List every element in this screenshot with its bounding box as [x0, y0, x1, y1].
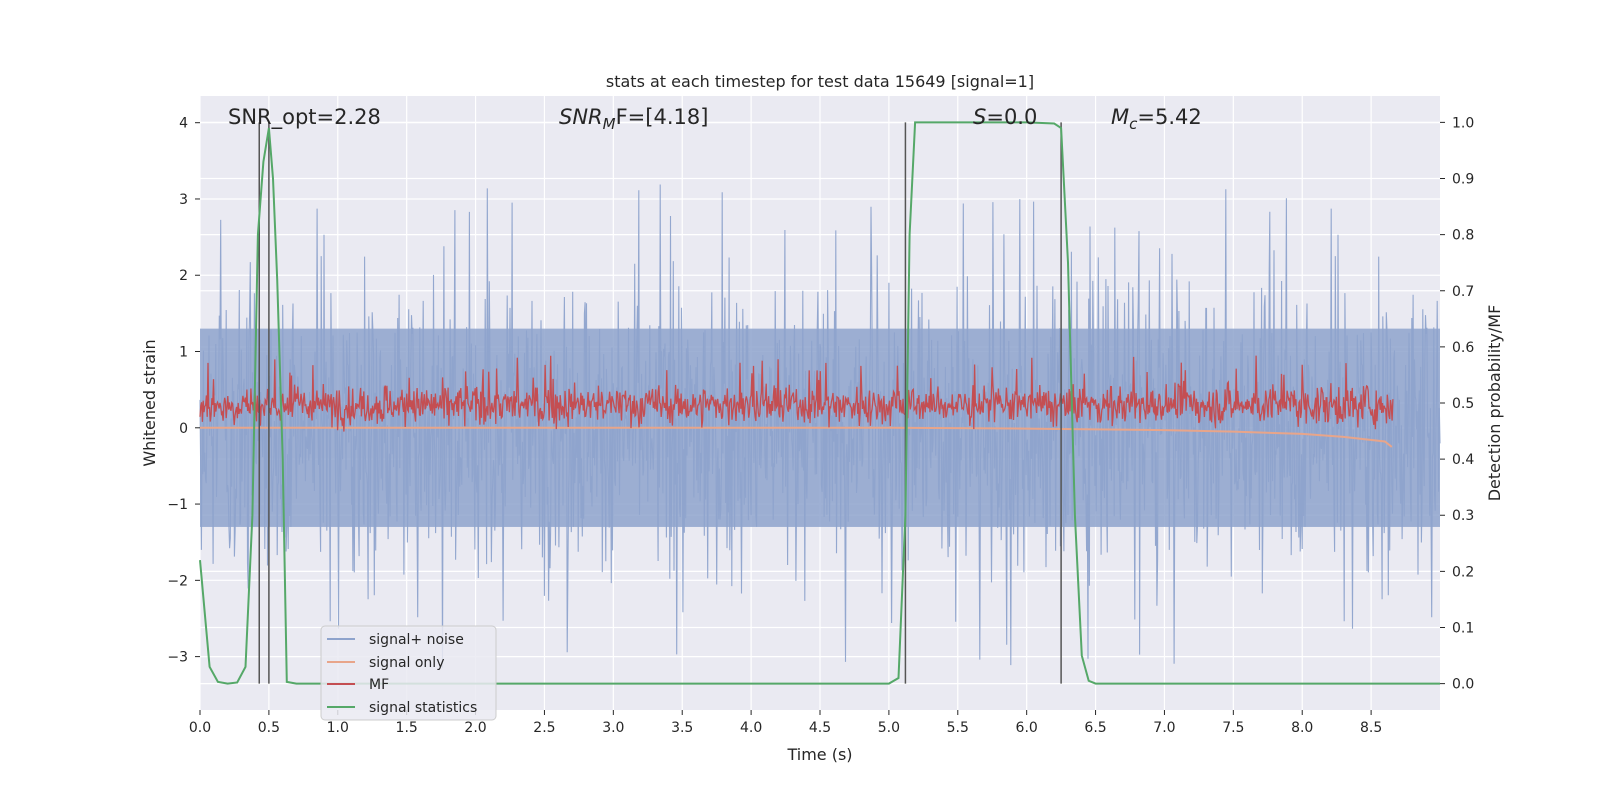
y-right-tick-label: 0.2 — [1452, 564, 1474, 580]
y-right-tick-label: 1.0 — [1452, 115, 1474, 131]
annotation-snr-opt: SNR_opt=2.28 — [228, 105, 381, 130]
x-tick-label: 8.0 — [1291, 720, 1313, 736]
x-tick-label: 1.5 — [396, 720, 418, 736]
y-left-tick-label: 2 — [179, 268, 188, 284]
legend-box — [320, 625, 497, 721]
y-left-tick-label: 4 — [179, 116, 188, 132]
x-tick-label: 7.5 — [1222, 720, 1244, 736]
mf-line — [199, 355, 1394, 432]
y-left-tick-label: −3 — [167, 650, 188, 666]
y-right-tick-label: 0.5 — [1452, 396, 1474, 412]
x-tick-label: 6.0 — [1016, 720, 1038, 736]
y-axis-right-ticks: 1.0 0.9 0.8 0.7 0.6 0.5 0.4 0.3 0.2 0.1 0.0 — [1440, 115, 1474, 693]
x-tick-label: 0.0 — [189, 720, 211, 736]
y-right-tick-label: 0.4 — [1452, 452, 1474, 468]
y-axis-left-ticks: 4 3 2 1 0 −1 −2 −3 — [167, 116, 200, 666]
legend-label-signal-statistics: signal statistics — [369, 700, 477, 716]
annotation-s: S=0.0 — [973, 105, 1037, 129]
y-right-tick-label: 0.8 — [1452, 228, 1474, 244]
y-left-tick-label: 3 — [179, 192, 188, 208]
legend-label-mf: MF — [369, 677, 389, 693]
signal-statistics-line — [199, 121, 1440, 685]
x-tick-label: 1.0 — [327, 720, 349, 736]
mf-series — [199, 355, 1394, 432]
y-right-tick-label: 0.1 — [1452, 620, 1474, 636]
x-tick-label: 2.0 — [464, 720, 486, 736]
x-tick-label: 0.5 — [258, 720, 280, 736]
y-right-tick-label: 0.6 — [1452, 340, 1474, 356]
signal-only-series — [200, 426, 1393, 448]
chart-title: stats at each timestep for test data 156… — [606, 72, 1034, 91]
legend-label-signal-only: signal only — [369, 655, 444, 671]
legend-label-signal-noise: signal+ noise — [369, 632, 464, 648]
signal-statistics-series — [199, 121, 1440, 685]
y-right-tick-label: 0.9 — [1452, 172, 1474, 188]
annotation-snr-mf: SNRMF=[4.18] — [559, 105, 708, 133]
y-axis-right-label: Detection probability/MF — [1485, 305, 1504, 502]
y-right-tick-label: 0.3 — [1452, 508, 1474, 524]
x-axis-label: Time (s) — [786, 745, 852, 764]
legend: signal+ noise signal only MF signal stat… — [320, 625, 497, 721]
x-tick-label: 8.5 — [1360, 720, 1382, 736]
x-tick-label: 3.0 — [602, 720, 624, 736]
x-tick-label: 5.5 — [947, 720, 969, 736]
x-axis-ticks: 0.0 0.5 1.0 1.5 2.0 2.5 3.0 3.5 4.0 4.5 5.0 5.5 6.0 6… — [189, 710, 1382, 736]
y-right-tick-label: 0.7 — [1452, 284, 1474, 300]
x-tick-label: 5.0 — [878, 720, 900, 736]
x-tick-label: 4.0 — [740, 720, 762, 736]
y-left-tick-label: 1 — [179, 345, 188, 361]
x-tick-label: 6.5 — [1084, 720, 1106, 736]
signal-only-line — [200, 426, 1393, 448]
y-axis-left-label: Whitened strain — [140, 339, 159, 466]
annotation-mc: Mc=5.42 — [1111, 105, 1202, 133]
x-tick-label: 2.5 — [533, 720, 555, 736]
x-tick-label: 7.0 — [1153, 720, 1175, 736]
y-left-tick-label: 0 — [179, 421, 188, 437]
y-left-tick-label: −2 — [167, 573, 188, 589]
y-left-tick-label: −1 — [167, 497, 188, 513]
x-tick-label: 3.5 — [671, 720, 693, 736]
y-right-tick-label: 0.0 — [1452, 677, 1474, 693]
x-tick-label: 4.5 — [809, 720, 831, 736]
